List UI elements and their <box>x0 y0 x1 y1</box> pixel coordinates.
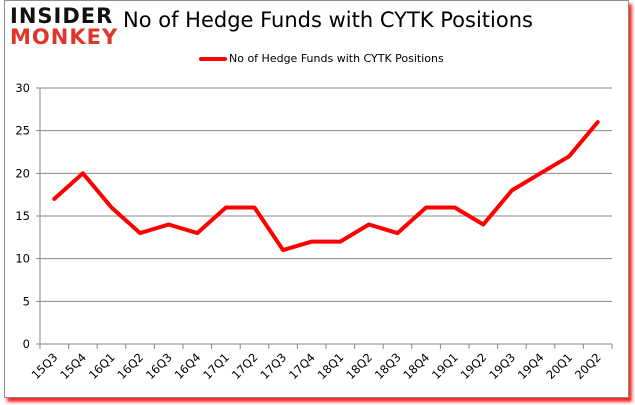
x-tick-label: 19Q1 <box>429 350 461 382</box>
x-tick-label: 16Q3 <box>143 350 175 382</box>
x-tick-label: 15Q3 <box>29 350 61 382</box>
x-tick-label: 17Q4 <box>286 350 318 382</box>
chart-frame <box>4 0 629 398</box>
y-tick-label: 30 <box>15 81 30 95</box>
x-tick-label: 17Q3 <box>257 350 289 382</box>
x-tick-label: 19Q4 <box>515 350 547 382</box>
insider-monkey-logo: INSIDER MONKEY <box>10 6 120 52</box>
logo-line-1: INSIDER <box>10 4 114 28</box>
x-tick-label: 15Q4 <box>57 350 89 382</box>
x-tick-label: 17Q2 <box>229 350 261 382</box>
legend-label: No of Hedge Funds with CYTK Positions <box>229 52 444 65</box>
y-tick-label: 5 <box>23 294 30 308</box>
y-tick-label: 0 <box>23 337 30 351</box>
y-tick-label: 20 <box>15 166 30 180</box>
x-tick-label: 18Q2 <box>343 350 375 382</box>
x-tick-label: 18Q3 <box>372 350 404 382</box>
x-tick-label: 16Q4 <box>172 350 204 382</box>
legend-line-swatch-icon <box>199 56 227 61</box>
y-tick-label: 15 <box>15 209 30 223</box>
x-tick-label: 16Q2 <box>114 350 146 382</box>
x-tick-label: 20Q1 <box>543 350 575 382</box>
x-tick-label: 19Q3 <box>486 350 518 382</box>
x-tick-label: 16Q1 <box>86 350 118 382</box>
series-line <box>52 120 600 253</box>
y-tick-label: 25 <box>15 124 30 138</box>
x-tick-label: 18Q1 <box>315 350 347 382</box>
chart-title: No of Hedge Funds with CYTK Positions <box>123 8 533 32</box>
x-tick-label: 20Q2 <box>572 350 604 382</box>
x-tick-label: 18Q4 <box>400 350 432 382</box>
x-tick-label: 17Q1 <box>200 350 232 382</box>
x-tick-label: 19Q2 <box>458 350 490 382</box>
y-tick-label: 10 <box>15 252 30 266</box>
logo-line-2: MONKEY <box>10 25 119 49</box>
chart-legend: No of Hedge Funds with CYTK Positions <box>199 52 444 65</box>
